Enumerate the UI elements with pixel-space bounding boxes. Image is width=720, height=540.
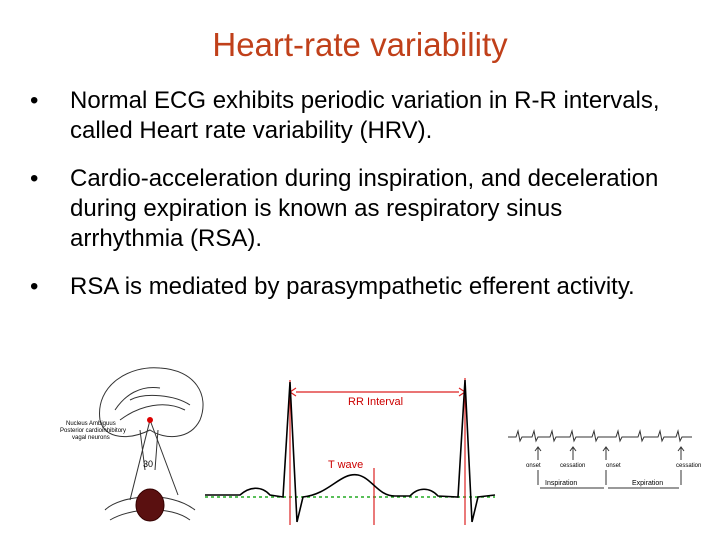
brain-label: Nucleus Ambiguus: [66, 421, 116, 427]
resp-marker: cessation: [560, 463, 585, 469]
bullet: Normal ECG exhibits periodic variation i…: [30, 86, 660, 146]
brain-figure: [99, 367, 204, 522]
bullet: Cardio-acceleration during inspiration, …: [30, 164, 660, 254]
resp-marker: onset: [606, 463, 621, 469]
rr-interval-label: RR Interval: [348, 396, 403, 408]
t-wave-label: T wave: [328, 459, 363, 471]
respiration-figure: [508, 429, 692, 489]
bullet: RSA is mediated by parasympathetic effer…: [30, 272, 660, 302]
brain-number: 30: [143, 459, 153, 469]
bullet-list: Normal ECG exhibits periodic variation i…: [30, 86, 660, 320]
resp-marker: cessation: [676, 463, 701, 469]
brain-label: Posterior cardioinhibitory: [60, 428, 126, 434]
ecg-figure: [205, 378, 496, 525]
brain-label: vagal neurons: [72, 435, 110, 441]
slide-title: Heart-rate variability: [212, 26, 508, 63]
resp-phase: Inspiration: [545, 480, 577, 487]
resp-marker: onset: [526, 463, 541, 469]
resp-phase: Expiration: [632, 480, 663, 487]
